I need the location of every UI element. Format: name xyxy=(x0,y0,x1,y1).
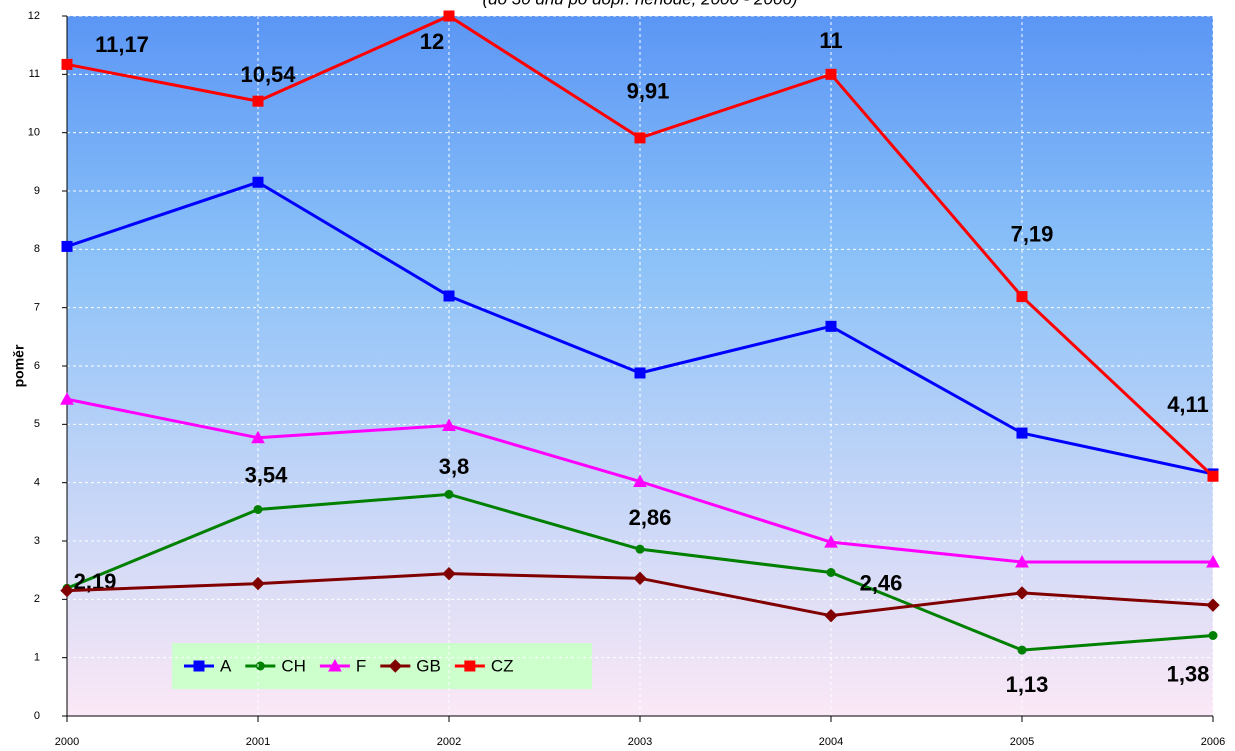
marker xyxy=(826,568,836,577)
y-tick-label: 7 xyxy=(34,302,40,314)
y-tick-label: 8 xyxy=(34,243,40,255)
marker xyxy=(60,583,74,598)
marker xyxy=(251,430,265,444)
marker xyxy=(252,95,264,107)
y-tick-label: 12 xyxy=(28,10,40,22)
marker xyxy=(252,176,264,188)
y-tick-label: 3 xyxy=(34,535,40,547)
data-label: 11 xyxy=(819,28,842,53)
x-tick-label: 2000 xyxy=(55,736,79,748)
legend-label: CZ xyxy=(491,656,514,675)
marker xyxy=(825,68,837,80)
y-tick-label: 0 xyxy=(34,710,40,722)
y-tick-label: 5 xyxy=(34,418,40,430)
marker xyxy=(253,505,263,514)
x-tick-label: 2003 xyxy=(628,736,652,748)
y-tick-label: 11 xyxy=(29,68,40,80)
data-label: 2,86 xyxy=(629,505,672,530)
legend-label: GB xyxy=(416,656,441,675)
x-tick-label: 2006 xyxy=(1201,736,1225,748)
x-tick-label: 2004 xyxy=(819,736,843,748)
marker xyxy=(1206,554,1220,568)
marker xyxy=(444,489,454,499)
y-tick-label: 9 xyxy=(34,185,40,197)
marker xyxy=(1017,645,1027,655)
legend: A CH F GB CZ xyxy=(172,643,592,689)
data-label: 9,91 xyxy=(627,79,670,104)
marker xyxy=(464,660,476,672)
y-tick-label: 4 xyxy=(34,477,40,489)
marker xyxy=(443,10,455,22)
marker xyxy=(388,659,403,673)
marker xyxy=(1016,291,1028,303)
data-label: 7,19 xyxy=(1011,221,1054,246)
marker xyxy=(61,58,73,70)
y-tick-label: 6 xyxy=(34,360,40,372)
data-label: 1,38 xyxy=(1167,661,1210,686)
x-tick-label: 2002 xyxy=(437,736,461,748)
marker xyxy=(1015,586,1029,600)
marker xyxy=(1015,554,1029,568)
data-label: 10,54 xyxy=(240,62,296,87)
marker xyxy=(825,320,837,332)
data-label: 3,8 xyxy=(439,454,470,479)
marker xyxy=(633,571,647,586)
data-label: 4,11 xyxy=(1167,392,1209,417)
data-label: 2,46 xyxy=(860,570,903,595)
data-label: 11,17 xyxy=(95,32,149,57)
marker xyxy=(1208,631,1218,640)
legend-label: A xyxy=(220,656,232,675)
marker xyxy=(635,544,645,554)
data-label: 1,13 xyxy=(1006,672,1049,697)
y-axis-label: poměr xyxy=(11,344,27,387)
y-tick-label: 2 xyxy=(34,593,40,605)
chart-subtitle: (do 30 dnů po dopr. nehodě, 2000 - 2006) xyxy=(482,0,797,8)
marker xyxy=(824,608,838,623)
marker xyxy=(633,474,647,487)
marker xyxy=(61,240,73,252)
marker xyxy=(1206,598,1220,612)
marker xyxy=(60,392,74,405)
marker xyxy=(1016,427,1028,439)
marker xyxy=(193,660,205,672)
marker xyxy=(634,367,646,379)
marker xyxy=(634,132,646,144)
legend-label: F xyxy=(356,656,366,675)
x-tick-label: 2005 xyxy=(1010,736,1034,748)
y-tick-label: 10 xyxy=(28,127,40,139)
marker xyxy=(251,576,265,591)
y-tick-label: 1 xyxy=(34,652,40,664)
data-label: 3,54 xyxy=(245,462,289,487)
x-tick-label: 2001 xyxy=(246,736,270,748)
marker xyxy=(443,290,455,302)
marker xyxy=(442,566,456,581)
legend-label: CH xyxy=(281,656,306,675)
marker xyxy=(328,658,342,672)
data-label: 12 xyxy=(420,29,444,54)
marker xyxy=(1207,470,1219,482)
marker xyxy=(442,418,456,431)
marker xyxy=(824,535,838,548)
